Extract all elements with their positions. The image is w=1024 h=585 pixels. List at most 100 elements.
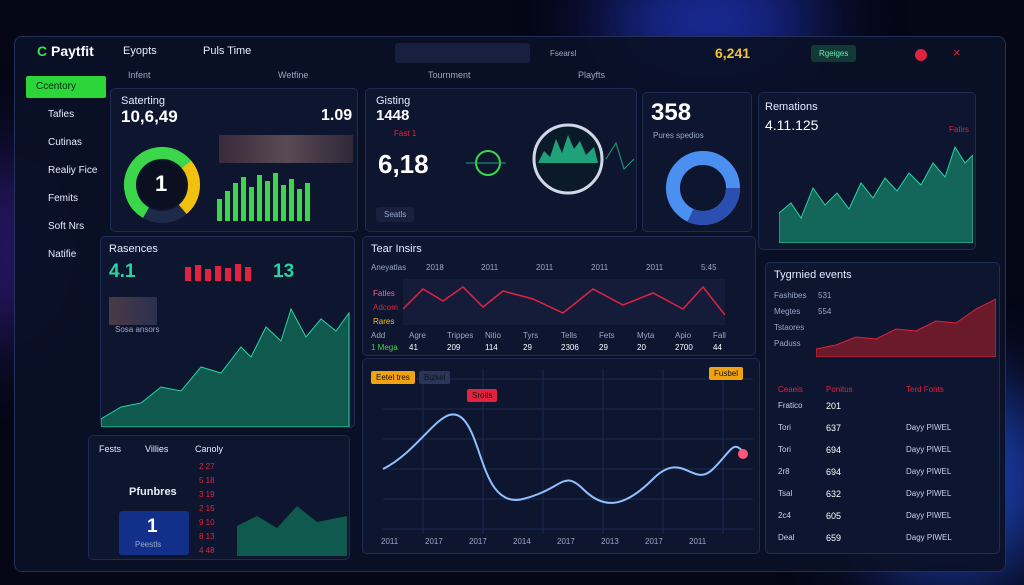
sidebar-item[interactable]: Cutinas bbox=[48, 137, 82, 148]
header-cell: Ponitus bbox=[826, 385, 853, 394]
header-cell: 2011 bbox=[481, 263, 499, 272]
gauge bbox=[466, 123, 635, 195]
logo[interactable]: C Paytfit bbox=[37, 43, 94, 59]
tab[interactable]: Wetfine bbox=[278, 70, 309, 80]
sidebar-item[interactable]: Natifie bbox=[48, 249, 77, 260]
panel: Remations 4.11.125 Fatirs bbox=[758, 92, 976, 250]
table-cell: 605 bbox=[826, 511, 842, 521]
axis-label: 2017 bbox=[645, 537, 663, 546]
tag: Sroits bbox=[467, 389, 498, 402]
sidebar-item[interactable]: Femits bbox=[48, 193, 78, 204]
table-cell: Dayy PIWEL bbox=[906, 467, 952, 476]
header-cell: 5:45 bbox=[701, 263, 717, 272]
footer-value: 2700 bbox=[675, 343, 693, 352]
header-cell: 2018 bbox=[426, 263, 444, 272]
tab[interactable]: Playfts bbox=[578, 70, 606, 80]
footer-head: Nitio bbox=[485, 331, 502, 340]
score: 8 13 bbox=[199, 532, 215, 541]
table-cell: Dayy PIWEL bbox=[906, 445, 952, 454]
score: 2 15 bbox=[199, 504, 215, 513]
table-cell: Deal bbox=[778, 533, 795, 542]
sidebar-item[interactable]: Tafies bbox=[48, 109, 75, 120]
image-strip bbox=[219, 135, 353, 163]
footer-value: 114 bbox=[485, 343, 498, 352]
axis-label: 2017 bbox=[557, 537, 575, 546]
header-cell: Fests bbox=[99, 444, 122, 454]
table-cell: Tori bbox=[778, 423, 791, 432]
tab[interactable]: Tournment bbox=[428, 70, 471, 80]
panel: 358 Pures spedios bbox=[642, 92, 752, 232]
panel-title: Tygrnied events bbox=[774, 269, 852, 281]
footer-value: 44 bbox=[713, 343, 722, 352]
tag: Fusbel bbox=[709, 367, 744, 380]
footer-head: Apio bbox=[675, 331, 692, 340]
table-cell: Fratico bbox=[778, 401, 803, 410]
button[interactable]: Seatls bbox=[376, 207, 415, 222]
search-box[interactable] bbox=[395, 43, 530, 63]
tab[interactable]: Infent bbox=[128, 70, 151, 80]
area-decor bbox=[816, 298, 996, 357]
footer-head: Tells bbox=[561, 331, 578, 340]
footer-value: 209 bbox=[447, 343, 461, 352]
area-decor bbox=[101, 307, 350, 427]
panel: Pfunbres 1 Peestls Fests Villies Canoly 2 2… bbox=[88, 435, 350, 560]
table-cell: Tsal bbox=[778, 489, 793, 498]
tag: Eetel tres bbox=[371, 371, 415, 384]
legend-item: Fatles bbox=[373, 289, 395, 298]
stat: 6,18 bbox=[378, 149, 429, 179]
panel: Tear Insirs Aneyatlas 2018 2011 2011 2011 201… bbox=[362, 236, 756, 356]
panel-title: Gisting bbox=[376, 95, 411, 107]
table-cell: 2c4 bbox=[778, 511, 791, 520]
highlight bbox=[119, 511, 189, 555]
header-cell: Terd Fonts bbox=[906, 385, 944, 394]
stat: 10,6,49 bbox=[121, 107, 178, 126]
axis-label: 2017 bbox=[425, 537, 443, 546]
panel-title: Tear Insirs bbox=[371, 243, 422, 255]
line-decor bbox=[403, 279, 725, 325]
event-stat: Tstaores bbox=[774, 323, 805, 332]
donut bbox=[124, 147, 200, 224]
header-cell: Aneyatlas bbox=[371, 263, 407, 272]
score: 5 18 bbox=[199, 476, 215, 485]
panel-title: Remations bbox=[765, 101, 818, 113]
event-stat: Fashibes bbox=[774, 291, 807, 300]
table-cell: 632 bbox=[826, 489, 842, 499]
sidebar-item[interactable]: Realiy Fice bbox=[48, 165, 98, 176]
sidebar-item[interactable]: Soft Nrs bbox=[48, 221, 85, 232]
table-cell: Tori bbox=[778, 445, 791, 454]
stat: 13 bbox=[273, 261, 295, 282]
panel-title: Saterting bbox=[121, 95, 166, 107]
footer-head: Add bbox=[371, 331, 386, 340]
event-stat: 554 bbox=[818, 307, 832, 316]
header-cell: 2011 bbox=[536, 263, 554, 272]
table-cell: Dayy PIWEL bbox=[906, 511, 952, 520]
header-cell: 2011 bbox=[591, 263, 609, 272]
sidebar-item[interactable]: Ccentory bbox=[26, 76, 106, 98]
header-button[interactable]: Rgeiges bbox=[811, 45, 857, 62]
score: 2 27 bbox=[199, 462, 215, 471]
panel: Tygrnied events Fashibes 531 Megtes 554 Tsta… bbox=[765, 262, 1000, 554]
table-cell: 637 bbox=[826, 423, 842, 433]
stat: 4.11.125 bbox=[765, 117, 819, 133]
close[interactable]: × bbox=[953, 45, 961, 60]
stat: 1448 bbox=[376, 107, 410, 124]
footer-value: 29 bbox=[599, 343, 608, 352]
stat: 1.09 bbox=[321, 107, 353, 124]
menu-item[interactable]: Eyopts bbox=[123, 45, 157, 57]
panel-title: Rasences bbox=[109, 243, 158, 255]
logo-text: Paytfit bbox=[51, 43, 94, 59]
footer-value: 2306 bbox=[561, 343, 579, 352]
caption: Pures spedios bbox=[653, 131, 704, 140]
panel: Saterting 10,6,49 1.09 1 bbox=[110, 88, 358, 232]
footer-value: 1 Mega bbox=[371, 343, 398, 352]
caption: Sosa ansors bbox=[115, 325, 160, 334]
stat: 358 bbox=[651, 99, 692, 126]
legend-item: Adcom bbox=[373, 303, 398, 312]
menu-item[interactable]: Puls Time bbox=[203, 45, 252, 57]
caption: Fast 1 bbox=[394, 129, 417, 138]
event-stat: Megtes bbox=[774, 307, 801, 316]
event-stat: 531 bbox=[818, 291, 832, 300]
table-cell: Dayy PIWEL bbox=[906, 489, 952, 498]
footer-value: 29 bbox=[523, 343, 532, 352]
